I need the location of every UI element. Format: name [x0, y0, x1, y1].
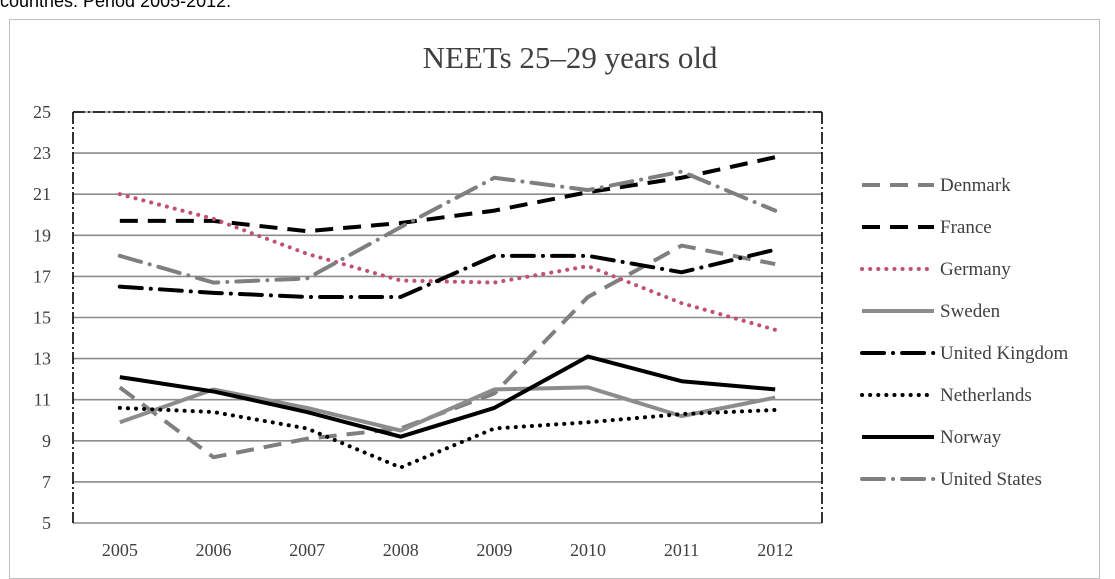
y-tick-label: 13	[33, 349, 51, 369]
y-tick-label: 19	[33, 225, 51, 245]
x-axis-ticks: 2005 2006 2007 2008 2009 2010 2011 2012	[102, 540, 793, 560]
x-tick-label: 2005	[102, 540, 138, 560]
x-tick-label: 2009	[476, 540, 512, 560]
legend-label-norway: Norway	[940, 427, 1002, 448]
series-line-norway	[119, 354, 776, 439]
chart-title: NEETs 25–29 years old	[423, 40, 718, 75]
legend-label-sweden: Sweden	[940, 301, 1001, 322]
x-tick-label: 2007	[289, 540, 325, 560]
legend-label-denmark: Denmark	[940, 175, 1011, 196]
x-tick-label: 2010	[570, 540, 606, 560]
series-line-denmark	[118, 243, 776, 460]
series-line-germany	[117, 192, 778, 332]
y-tick-label: 25	[33, 102, 51, 122]
y-tick-label: 21	[33, 184, 51, 204]
plot-border	[72, 111, 823, 523]
y-tick-label: 17	[33, 266, 51, 286]
legend-label-france: France	[940, 217, 992, 238]
y-tick-label: 23	[33, 143, 51, 163]
legend-label-united-kingdom: United Kingdom	[940, 343, 1068, 364]
series-line-netherlands	[117, 405, 778, 470]
legend-label-united-states: United States	[940, 469, 1042, 490]
y-tick-label: 11	[34, 390, 51, 410]
y-axis-ticks: 5 7 9 11 13 15 17 19 21 23 25	[33, 102, 51, 533]
legend-label-germany: Germany	[940, 259, 1011, 280]
y-tick-label: 9	[42, 431, 51, 451]
series-line-sweden	[119, 385, 776, 433]
y-tick-label: 5	[42, 513, 51, 533]
figure-caption: countries. Period 2005-2012.	[0, 0, 232, 11]
gridlines	[73, 111, 822, 524]
legend: Denmark France Germany Sweden United Kingdom…	[860, 175, 1068, 490]
y-tick-label: 7	[42, 472, 51, 492]
x-tick-label: 2011	[664, 540, 699, 560]
series-line-united-states	[117, 169, 778, 285]
series-line-united-kingdom	[117, 247, 778, 299]
x-tick-label: 2008	[383, 540, 419, 560]
legend-label-netherlands: Netherlands	[940, 385, 1032, 406]
x-tick-label: 2012	[757, 540, 793, 560]
series-group	[117, 155, 778, 470]
x-tick-label: 2006	[195, 540, 231, 560]
y-tick-label: 15	[33, 308, 51, 328]
